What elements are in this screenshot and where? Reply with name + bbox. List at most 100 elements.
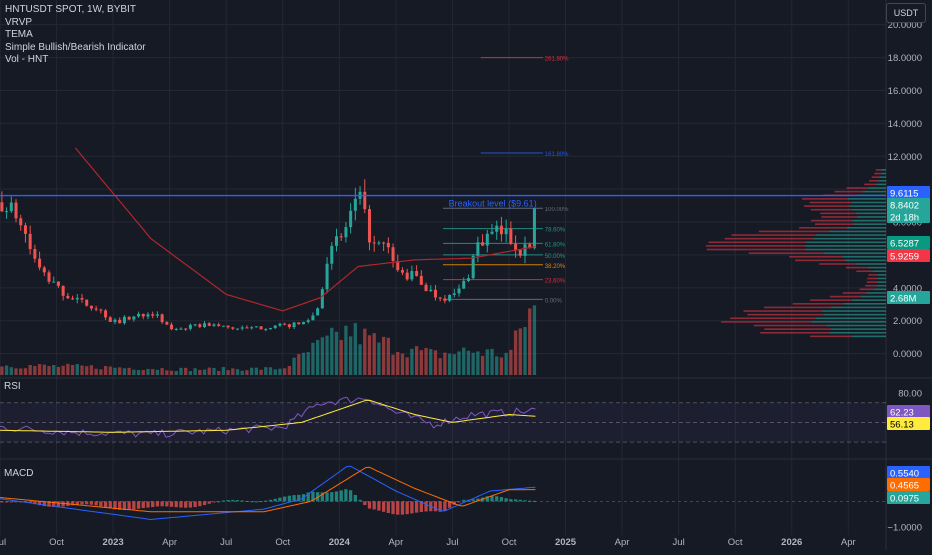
vp-bar-down: [829, 295, 861, 298]
volume-bar: [179, 367, 183, 375]
chart-legend: HNTUSDT SPOT, 1W, BYBIT VRVP TEMA Simple…: [5, 4, 146, 67]
candle-body: [165, 322, 169, 325]
macd-hist-bar: [414, 501, 419, 513]
macd-hist-bar: [151, 501, 155, 508]
vp-bar-up: [826, 324, 886, 327]
indicator-bullish-bearish[interactable]: Simple Bullish/Bearish Indicator: [5, 41, 146, 53]
candle-body: [75, 297, 79, 300]
volume-bar: [292, 357, 296, 375]
volume-bar: [344, 325, 348, 375]
indicator-volume[interactable]: Vol - HNT: [5, 54, 49, 65]
time-label: 2025: [555, 537, 577, 548]
time-label: 2026: [781, 537, 802, 548]
volume-bar: [429, 349, 433, 375]
macd-hist-bar: [532, 500, 537, 502]
volume-bar: [278, 368, 282, 375]
volume-bar: [66, 363, 70, 375]
macd-hist-bar: [433, 501, 438, 512]
vp-bar-down: [801, 198, 849, 200]
candle-body: [415, 271, 419, 276]
volume-bar: [94, 368, 98, 375]
macd-hist-bar: [358, 499, 362, 502]
candle-body: [89, 305, 93, 309]
volume-bar: [424, 347, 428, 375]
vp-bar-down: [810, 299, 852, 301]
time-label: Apr: [388, 537, 403, 548]
vp-bar-up: [852, 208, 886, 211]
volume-bar: [188, 371, 193, 375]
macd-signal-line: [0, 466, 536, 513]
vp-bar-up: [851, 201, 886, 204]
price-tick-label: 4.0000: [893, 283, 922, 294]
time-label: Oct: [502, 537, 517, 548]
candle-body: [80, 297, 84, 300]
volume-bar: [118, 367, 122, 375]
fib-label: 78.60%: [545, 228, 566, 234]
candle-body: [433, 289, 437, 298]
candle-body: [212, 324, 216, 326]
vp-bar-down: [748, 252, 825, 254]
candle-body: [127, 316, 131, 320]
candle-body: [174, 328, 178, 330]
macd-hist-bar: [447, 501, 452, 508]
currency-button[interactable]: USDT: [886, 3, 926, 23]
volume-bar: [70, 364, 75, 375]
close-badge-text: 8.8402: [890, 200, 919, 211]
macd-hist-bar: [136, 501, 141, 509]
candle-body: [372, 242, 376, 244]
macd-hist-bar: [348, 490, 353, 502]
macd-pane-label[interactable]: MACD: [4, 468, 34, 479]
rsi-line: [0, 396, 536, 438]
volume-bar: [485, 349, 489, 375]
vp-bar-up: [874, 288, 886, 291]
time-label: Oct: [728, 537, 743, 548]
indicator-badge-text: 5.9259: [890, 251, 919, 262]
candle-body: [113, 319, 117, 322]
vp-bar-down: [705, 245, 805, 247]
indicator-tema[interactable]: TEMA: [5, 29, 33, 40]
candle-body: [71, 298, 75, 300]
macd-hist-bar: [518, 499, 522, 502]
macd-hist-bar: [306, 492, 310, 502]
macd-hist-bar: [377, 501, 381, 511]
macd-hist-bar: [37, 501, 42, 506]
volume-bar: [457, 351, 461, 375]
macd-hist-bar: [33, 501, 37, 505]
candle-body: [476, 242, 480, 256]
volume-bar: [268, 367, 273, 375]
candle-body: [353, 198, 357, 211]
symbol-title[interactable]: HNTUSDT SPOT, 1W, BYBIT: [5, 4, 136, 15]
indicator-vrvp[interactable]: VRVP: [5, 16, 33, 28]
rsi-pane-label[interactable]: RSI: [4, 381, 21, 392]
time-label: Apr: [841, 537, 856, 548]
macd-hist-bar: [89, 501, 94, 505]
time-label: Jul: [446, 537, 458, 548]
candle-body: [532, 208, 536, 249]
fib-label: 23.60%: [545, 279, 566, 285]
volume-bar: [212, 367, 216, 375]
tema-line: [74, 147, 536, 312]
candle-body: [269, 328, 273, 330]
candle-body: [344, 227, 348, 238]
volume-bar: [231, 368, 235, 375]
macd-hist-bar: [75, 501, 79, 505]
candle-body: [132, 316, 136, 320]
rsi-badge: 62.23: [887, 405, 930, 418]
rsi-badge-text: 62.23: [890, 407, 914, 418]
volume-bar: [372, 333, 376, 375]
candle-body: [61, 285, 65, 296]
candle-body: [457, 288, 461, 294]
volume-bar: [151, 369, 155, 375]
volume-badge: 2.68M: [887, 291, 930, 304]
volume-bar: [283, 368, 287, 375]
vp-bar-up: [811, 321, 886, 323]
candle-body: [170, 324, 174, 330]
time-axis: Jul Oct 2023 Apr Jul Oct 2024 Apr Jul Oct 2025 Apr J…: [0, 537, 856, 548]
macd-hist-bar: [4, 501, 9, 503]
vp-bar-down: [809, 201, 852, 204]
candle-body: [287, 324, 291, 328]
vp-bar-down: [865, 284, 877, 287]
vp-bar-up: [805, 248, 886, 251]
